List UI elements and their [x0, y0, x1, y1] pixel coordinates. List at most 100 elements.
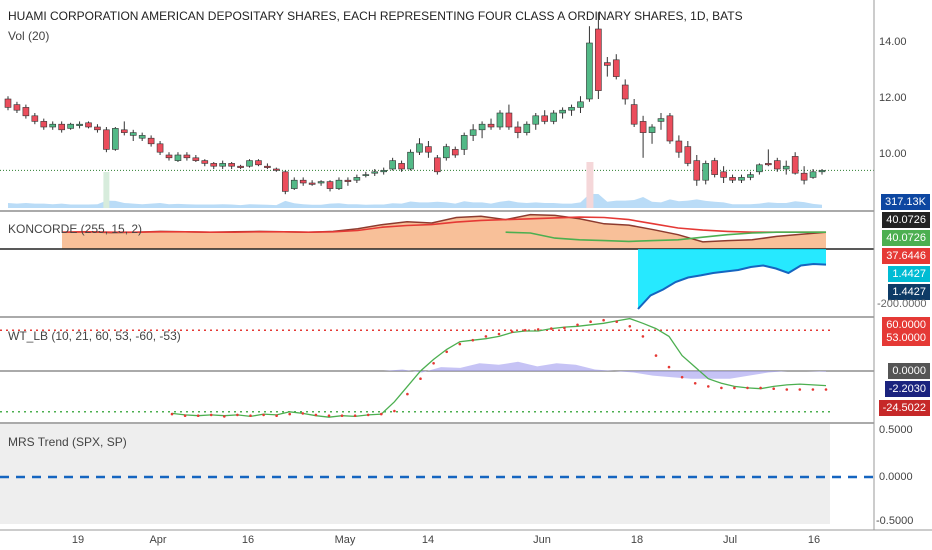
wt-red-dot [366, 413, 370, 417]
wt-red-dot [353, 414, 357, 418]
wt-red-dot [576, 323, 579, 327]
koncorde-plot [0, 213, 874, 310]
wt-red-dot [589, 320, 592, 324]
volume-spike [586, 162, 594, 208]
price-tick-14: 14.00 [879, 36, 907, 48]
koncorde-label: KONCORDE (255, 15, 2) [8, 222, 143, 236]
candle-up [460, 135, 468, 150]
koncorde-tick: -200.0000 [877, 298, 927, 310]
candle-down [693, 160, 701, 181]
candle-down [201, 160, 209, 164]
candle-down [237, 165, 244, 168]
wt-red-dot [445, 350, 449, 354]
mrs-plot [0, 424, 874, 524]
koncorde-badge-2: 40.0726 [882, 230, 930, 246]
wt-red-dot [654, 354, 658, 357]
wt-badge-5: -24.5022 [878, 400, 930, 416]
candle-up [246, 160, 253, 167]
x-tick-14: 14 [421, 534, 435, 546]
wt-badge-1: 60.0000 [882, 317, 930, 333]
wt-red-dot [393, 409, 396, 413]
volume-label: Vol (20) [8, 29, 50, 43]
x-tick-16: 16 [241, 534, 255, 546]
wt-red-dot [314, 413, 318, 417]
wt-red-dot [615, 320, 618, 324]
mrs-background [0, 424, 830, 524]
candle-up [756, 164, 763, 173]
wt-red-dot [563, 326, 566, 330]
wt-red-dot [824, 388, 828, 391]
candle-up [818, 170, 826, 173]
candle-up [67, 123, 74, 129]
wt-label: WT_LB (10, 21, 60, 53, -60, -53) [8, 329, 181, 343]
candle-down [514, 126, 522, 133]
wt-red-dot [288, 412, 292, 416]
candle-down [344, 179, 352, 182]
chart-title: HUAMI CORPORATION AMERICAN DEPOSITARY SH… [8, 9, 743, 23]
koncorde-cyan-area [638, 249, 826, 309]
candle-down [156, 143, 164, 153]
candle-down [434, 157, 441, 173]
candle-down [630, 104, 638, 125]
candle-up [702, 163, 710, 181]
wt-red-dot [628, 325, 632, 328]
wt-red-dot [432, 362, 435, 365]
candle-up [219, 163, 226, 167]
koncorde-green-line [505, 231, 826, 243]
volume-area [8, 194, 822, 208]
wt-red-dot [510, 330, 514, 334]
candle-up [353, 177, 361, 181]
wt-red-dot [680, 375, 684, 379]
wt-badge-3: 0.0000 [888, 363, 930, 379]
wt-red-dot [523, 328, 527, 332]
candle-down [425, 146, 432, 153]
candle-up [49, 123, 57, 128]
candle-up [138, 135, 146, 139]
wt-red-dot [301, 412, 305, 415]
wt-red-dot [785, 388, 789, 391]
candle-down [210, 163, 218, 167]
candle-up [362, 174, 370, 176]
koncorde-badge-3: 37.6446 [882, 248, 930, 264]
candle-up [317, 181, 325, 184]
candle-up [496, 112, 504, 128]
candle-down [58, 123, 65, 131]
wt-red-dot [746, 386, 749, 390]
candle-down [729, 177, 736, 181]
wt-red-dot [262, 413, 265, 417]
candle-down [183, 154, 191, 159]
wt-red-dot [497, 332, 501, 336]
candle-down [711, 160, 718, 175]
candle-up [657, 118, 665, 122]
candle-up [478, 123, 486, 131]
wt-red-dot [759, 386, 762, 390]
wt-green-line [171, 317, 827, 418]
mrs-tick-bottom: -0.5000 [876, 515, 914, 527]
candle-down [326, 181, 334, 189]
wt-red-dot [798, 388, 802, 391]
mrs-label: MRS Trend (SPX, SP) [8, 435, 127, 449]
price-tick-10: 10.00 [879, 148, 907, 160]
price-tick-12: 12.00 [879, 92, 907, 104]
candle-up [550, 112, 557, 122]
wt-red-dot [275, 414, 278, 418]
candle-down [120, 129, 128, 133]
wt-badge-2: 53.0000 [882, 330, 930, 346]
candle-up [747, 174, 754, 178]
x-tick-18: 18 [630, 534, 644, 546]
candle-down [103, 129, 110, 150]
candle-up [809, 171, 817, 178]
x-tick-jul: Jul [722, 534, 738, 546]
candle-up [416, 143, 423, 153]
candle-down [85, 122, 92, 128]
x-tick-apr: Apr [149, 534, 167, 546]
candle-down [765, 163, 772, 166]
candle-down [487, 123, 495, 128]
wt-red-dot [720, 386, 723, 390]
candle-down [612, 59, 620, 77]
candle-down [308, 182, 316, 185]
candle-up [380, 170, 387, 173]
x-tick-19: 19 [71, 534, 85, 546]
candle-down [264, 165, 271, 168]
